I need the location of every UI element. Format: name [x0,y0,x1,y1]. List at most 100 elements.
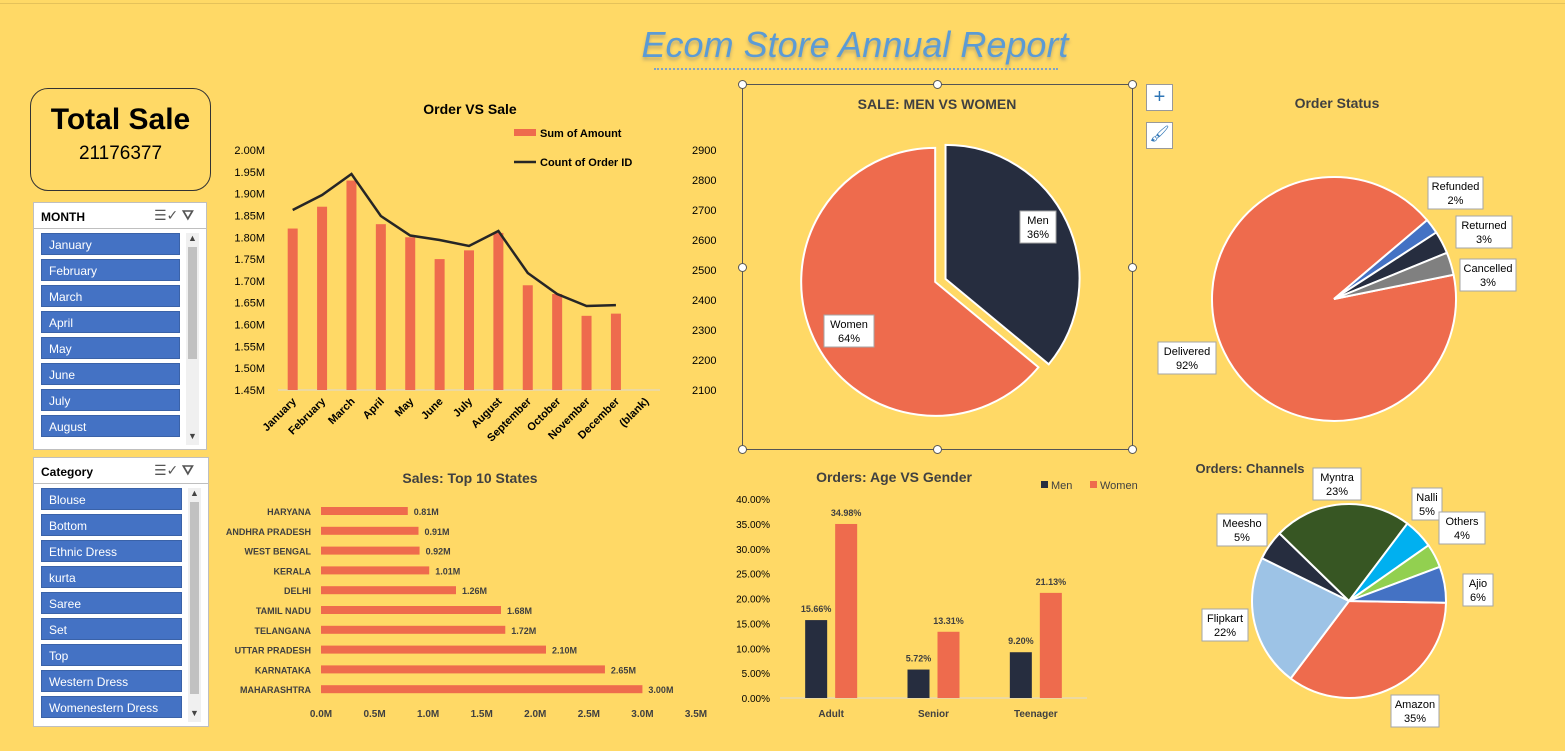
x-tick-label: Senior [918,709,949,720]
data-label: 2.10M [552,646,577,656]
x-tick-label: 3.0M [631,709,653,720]
state-label: HARYANA [267,507,311,517]
bar [835,523,858,698]
multi-select-icon[interactable]: ☰✓ [154,207,179,223]
chart-title: Sales: Top 10 States [402,470,537,486]
data-label-cancelled-box [1459,258,1517,292]
month-slicer[interactable]: MONTH ☰✓ ⛛ January February March April May J… [33,202,207,450]
scroll-thumb[interactable] [190,502,199,694]
slicer-item-january[interactable]: January [41,233,180,255]
data-label-amazon-box [1390,694,1440,728]
resize-handle[interactable] [1128,445,1137,454]
bar [610,313,621,390]
data-label-others: Others [1445,516,1479,528]
category-slicer-title: Category [41,465,94,479]
slicer-item-february[interactable]: February [41,259,180,281]
y-tick-label: 1.70M [234,276,265,288]
data-label-myntra: Myntra [1320,472,1355,484]
bar [317,206,328,390]
slicer-item-womenestern-dress[interactable]: Womenestern Dress [41,696,182,718]
scroll-down-icon[interactable]: ▼ [188,431,197,441]
y2-tick-label: 2300 [692,325,716,337]
data-label-men: 36% [1027,229,1049,241]
slicer-item-april[interactable]: April [41,311,180,333]
data-label-others: 4% [1454,530,1470,542]
data-label: 2.65M [611,665,636,675]
y-tick-label: 1.60M [234,320,265,332]
y2-tick-label: 2900 [692,145,716,157]
pie-slice-amazon [1289,599,1448,699]
slicer-item-june[interactable]: June [41,363,180,385]
data-label: 1.26M [462,586,487,596]
resize-handle[interactable] [1128,263,1137,272]
data-label-meesho-box [1216,513,1268,547]
data-label: 0.91M [425,527,450,537]
scroll-up-icon[interactable]: ▲ [190,488,199,498]
resize-handle[interactable] [933,80,942,89]
scroll-up-icon[interactable]: ▲ [188,233,197,243]
chart-title: Order Status [1295,95,1380,111]
resize-handle[interactable] [933,445,942,454]
resize-handle[interactable] [738,263,747,272]
resize-handle[interactable] [1128,80,1137,89]
state-label: KERALA [274,566,312,576]
slicer-item-blouse[interactable]: Blouse [41,488,182,510]
x-tick-label: Teenager [1014,709,1058,720]
y-tick-label: 25.00% [736,570,770,581]
data-label-delivered: Delivered [1164,346,1210,358]
slicer-item-kurta[interactable]: kurta [41,566,182,588]
slicer-item-july[interactable]: July [41,389,180,411]
scroll-down-icon[interactable]: ▼ [190,708,199,718]
slicer-item-set[interactable]: Set [41,618,182,640]
slicer-item-ethnic-dress[interactable]: Ethnic Dress [41,540,182,562]
pie-slice-myntra [1278,502,1409,603]
state-label: WEST BENGAL [245,547,312,557]
bar [405,237,416,390]
bar [434,259,445,390]
category-scrollbar[interactable]: ▲ ▼ [188,488,201,722]
data-label-women: Women [830,319,868,331]
bar [1039,592,1062,698]
slicer-item-bottom[interactable]: Bottom [41,514,182,536]
plus-icon[interactable]: + [1146,84,1173,111]
state-label: DELHI [284,586,311,596]
data-label-refunded: 2% [1448,195,1464,207]
chart-title: Order VS Sale [423,101,517,117]
clear-filter-icon[interactable]: ⛛ [182,462,194,478]
scroll-thumb[interactable] [188,247,197,359]
bar [375,224,386,390]
resize-handle[interactable] [738,445,747,454]
data-label-flipkart: 22% [1214,627,1236,639]
data-label: 21.13% [1036,577,1067,587]
slicer-item-may[interactable]: May [41,337,180,359]
state-label: TAMIL NADU [256,606,311,616]
data-label-amazon: 35% [1404,713,1426,725]
report-title: Ecom Store Annual Report [641,24,1069,65]
bar [321,665,605,674]
slicer-item-march[interactable]: March [41,285,180,307]
pie-slice-women [800,146,1040,417]
x-tick-label: July [451,395,476,420]
y2-tick-label: 2600 [692,235,716,247]
data-label-others-box [1438,511,1486,545]
month-scrollbar[interactable]: ▲ ▼ [186,233,199,445]
category-slicer[interactable]: Category ☰✓ ⛛ Blouse Bottom Ethnic Dress ku… [33,457,209,727]
data-label: 0.81M [414,507,439,517]
multi-select-icon[interactable]: ☰✓ [154,462,179,478]
total-sale-card[interactable]: Total Sale 21176377 [30,88,211,191]
slicer-item-saree[interactable]: Saree [41,592,182,614]
resize-handle[interactable] [738,80,747,89]
paintbrush-icon[interactable]: 🖌 [1146,122,1173,149]
state-label: UTTAR PRADESH [235,646,311,656]
chart-title: Orders: Channels [1195,461,1304,476]
slicer-item-top[interactable]: Top [41,644,182,666]
clear-filter-icon[interactable]: ⛛ [182,207,194,223]
data-label-flipkart-box [1201,608,1249,642]
slicer-item-august[interactable]: August [41,415,180,437]
bar [321,685,643,694]
slicer-item-western-dress[interactable]: Western Dress [41,670,182,692]
data-label: 5.72% [906,654,932,664]
y-tick-label: 35.00% [736,520,770,531]
total-sale-label: Total Sale [50,103,191,136]
bar [493,232,504,390]
